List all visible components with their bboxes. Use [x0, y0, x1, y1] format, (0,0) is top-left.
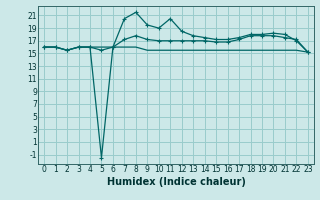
X-axis label: Humidex (Indice chaleur): Humidex (Indice chaleur): [107, 177, 245, 187]
